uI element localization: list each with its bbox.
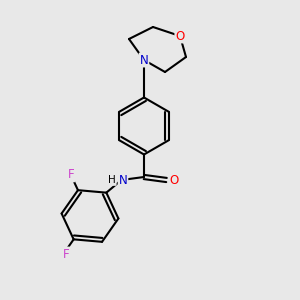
Text: N: N (140, 53, 148, 67)
Text: F: F (68, 168, 74, 182)
Text: F: F (63, 248, 69, 260)
Text: N: N (118, 173, 127, 187)
Text: H: H (108, 175, 116, 185)
Text: O: O (176, 29, 184, 43)
Text: O: O (169, 173, 178, 187)
